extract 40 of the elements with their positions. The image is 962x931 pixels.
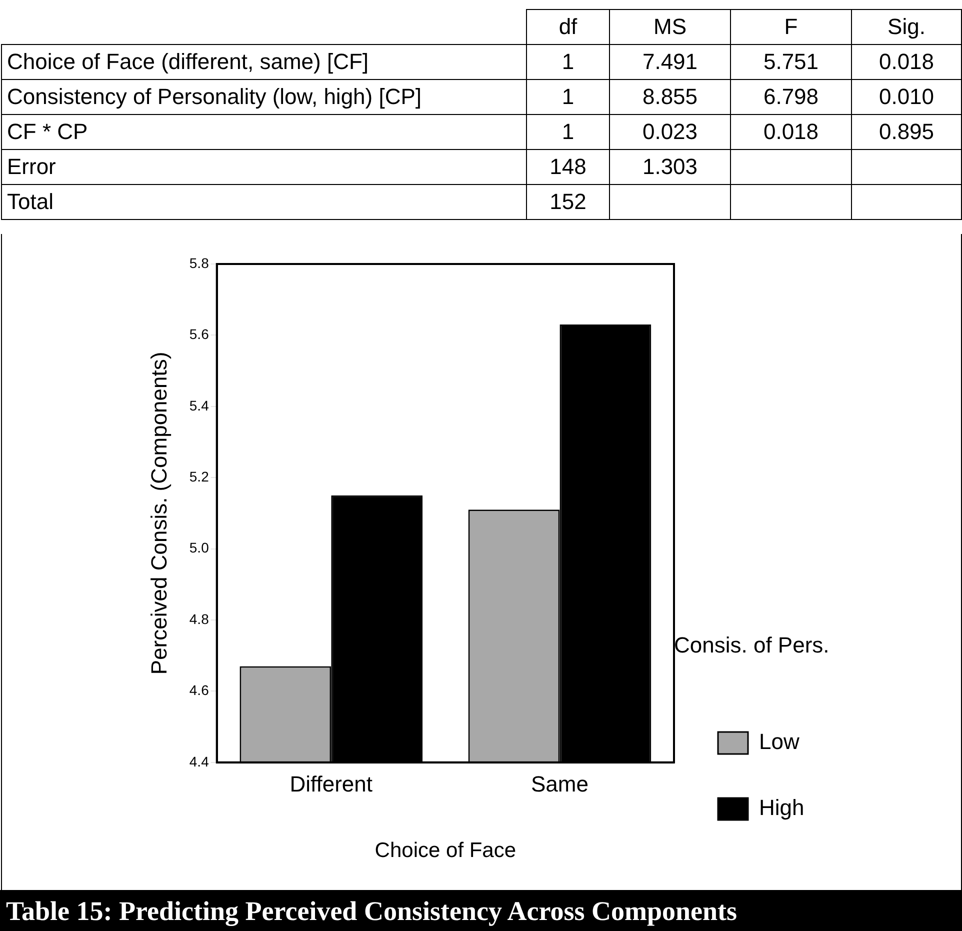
data-label: 1 — [526, 44, 610, 80]
data-label: 6.798 — [730, 80, 852, 114]
y-tick-label: 4.6 — [189, 682, 210, 698]
text: df — [526, 10, 610, 44]
x-axis-title: Choice of Face — [374, 839, 516, 862]
category-label: CF * CP — [2, 114, 526, 150]
x-tick-label: Different — [290, 772, 373, 797]
data-label: 0.010 — [852, 80, 962, 114]
legend-label: MS — [610, 10, 730, 44]
caption: Table 15: Predicting Perceived Consistency Across Components — [0, 890, 962, 931]
y-tick-label: 5.8 — [189, 254, 210, 271]
y-axis-title: Perceived Consis. (Components) — [146, 352, 172, 675]
data-label: 7.491 — [610, 44, 730, 80]
data-label: 0.018 — [730, 114, 852, 150]
data-label: 0.895 — [852, 114, 962, 150]
y-tick-label: 4.8 — [189, 610, 210, 627]
data-label: 152 — [526, 184, 610, 220]
legend-title: Consis. of Pers. — [674, 632, 830, 658]
data-label: 1.303 — [610, 150, 730, 184]
y-tick-label: 4.4 — [189, 753, 210, 770]
y-tick-label: 5.6 — [189, 326, 210, 342]
x-tick-label: Same — [530, 772, 588, 797]
legend-label: Low — [759, 729, 800, 754]
data-label: 0.023 — [610, 114, 730, 150]
data-label: 1 — [526, 114, 610, 150]
data-label: 1 — [526, 80, 610, 114]
y-tick-label: 5.4 — [189, 397, 210, 414]
data-label: 0.018 — [852, 44, 962, 80]
category-label: Choice of Face (different, same) [CF] — [2, 44, 526, 80]
text: F — [730, 10, 852, 44]
text: Sig. — [852, 10, 962, 44]
category-label: Total — [2, 184, 526, 220]
y-tick-label: 5.0 — [189, 540, 210, 556]
data-label: 8.855 — [610, 80, 730, 114]
y-tick-label: 5.2 — [189, 468, 210, 484]
data-label: 5.751 — [730, 44, 852, 80]
category-label: Error — [2, 150, 526, 184]
legend-label: High — [759, 795, 804, 820]
data-label: 148 — [526, 150, 610, 184]
category-label: Consistency of Personality (low, high) [CP] — [2, 80, 526, 114]
